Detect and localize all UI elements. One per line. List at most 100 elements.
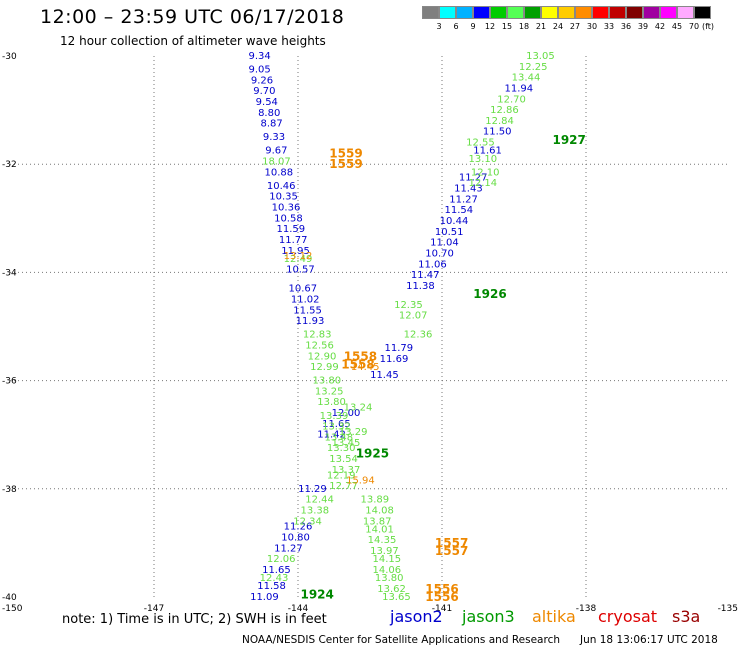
swh-label-altika: 14.45 bbox=[351, 362, 380, 373]
color-swatch bbox=[643, 6, 660, 19]
swh-label-jason2: 8.80 bbox=[258, 108, 280, 119]
color-swatch bbox=[558, 6, 575, 19]
y-tick-label: -36 bbox=[2, 377, 17, 387]
color-swatch bbox=[660, 6, 677, 19]
color-swatch bbox=[422, 6, 439, 19]
pass-label: 1558 bbox=[341, 357, 374, 371]
pass-label: 1559 bbox=[329, 157, 362, 171]
swh-label-jason3: 12.84 bbox=[485, 116, 514, 127]
x-tick-label: -135 bbox=[718, 604, 738, 614]
color-swatch bbox=[626, 6, 643, 19]
pass-label: 1556 bbox=[425, 582, 458, 596]
swh-label-jason3: 12.14 bbox=[468, 178, 497, 189]
color-scale-label: 27 bbox=[569, 22, 581, 31]
swh-label-jason3: 13.32 bbox=[322, 422, 351, 433]
swh-label-jason2: 11.95 bbox=[281, 246, 310, 257]
swh-label-jason2: 11.29 bbox=[298, 484, 327, 495]
color-swatch bbox=[694, 6, 711, 19]
swh-label-jason2: 11.58 bbox=[257, 581, 286, 592]
swh-label-jason2: 9.67 bbox=[265, 146, 287, 157]
swh-label-jason2: 11.02 bbox=[291, 294, 320, 305]
swh-label-jason2: 11.79 bbox=[384, 343, 413, 354]
legend-altika: altika bbox=[532, 607, 576, 626]
x-tick-label: -147 bbox=[144, 604, 164, 614]
swh-label-jason3: 14.01 bbox=[365, 524, 394, 535]
chart-subtitle: 12 hour collection of altimeter wave hei… bbox=[60, 34, 326, 48]
y-tick-label: -34 bbox=[2, 268, 17, 278]
pass-label: 1926 bbox=[473, 287, 506, 301]
swh-label-jason2: 10.35 bbox=[269, 192, 298, 203]
swh-label-jason2: 10.57 bbox=[286, 265, 315, 276]
pass-label: 1556 bbox=[425, 590, 458, 604]
swh-label-jason3: 12.56 bbox=[305, 340, 334, 351]
swh-label-jason2: 9.34 bbox=[248, 51, 270, 62]
color-swatch bbox=[456, 6, 473, 19]
y-tick-label: -30 bbox=[2, 52, 17, 62]
swh-label-jason2: 9.54 bbox=[256, 97, 278, 108]
swh-label-jason2: 11.27 bbox=[274, 543, 303, 554]
color-swatch bbox=[592, 6, 609, 19]
swh-label-jason2: 11.09 bbox=[250, 592, 279, 603]
swh-label-jason3: 13.97 bbox=[370, 546, 399, 557]
swh-label-altika: 13.12 bbox=[284, 251, 313, 262]
swh-label-jason2: 11.93 bbox=[296, 316, 325, 327]
swh-label-jason2: 9.33 bbox=[263, 132, 285, 143]
color-swatch bbox=[541, 6, 558, 19]
x-tick-label: -150 bbox=[2, 604, 23, 614]
legend-jason3: jason3 bbox=[462, 607, 515, 626]
swh-label-jason2: 11.47 bbox=[411, 270, 440, 281]
x-tick-label: -144 bbox=[288, 604, 309, 614]
swh-label-jason3: 12.19 bbox=[327, 470, 356, 481]
color-scale-label: 45 bbox=[671, 22, 683, 31]
swh-label-jason3: 13.65 bbox=[382, 592, 411, 603]
swh-label-jason3: 13.30 bbox=[327, 443, 356, 454]
color-swatch bbox=[439, 6, 456, 19]
color-scale-label: 3 bbox=[436, 22, 442, 31]
swh-label-jason2: 10.88 bbox=[264, 167, 293, 178]
swh-label-jason2: 12.00 bbox=[332, 408, 361, 419]
color-swatch bbox=[575, 6, 592, 19]
color-swatch bbox=[473, 6, 490, 19]
color-scale-label: 12 bbox=[484, 22, 496, 31]
swh-label-jason2: 10.36 bbox=[272, 202, 301, 213]
swh-label-jason2: 8.87 bbox=[260, 119, 282, 130]
swh-label-jason2: 10.70 bbox=[425, 248, 454, 259]
pass-label: 1557 bbox=[435, 544, 468, 558]
swh-label-jason2: 11.26 bbox=[284, 522, 313, 533]
swh-label-jason3: 12.34 bbox=[293, 516, 322, 527]
y-tick-label: -38 bbox=[2, 485, 17, 495]
pass-label: 1559 bbox=[329, 146, 362, 160]
color-swatch bbox=[677, 6, 694, 19]
generated-timestamp: Jun 18 13:06:17 UTC 2018 bbox=[580, 634, 718, 646]
footer-note: note: 1) Time is in UTC; 2) SWH is in fe… bbox=[62, 612, 327, 627]
swh-label-jason3: 13.10 bbox=[468, 154, 497, 165]
swh-label-jason3: 13.39 bbox=[320, 411, 349, 422]
swh-label-jason3: 13.25 bbox=[315, 386, 344, 397]
pass-label: 1925 bbox=[356, 447, 389, 461]
swh-label-jason3: 14.15 bbox=[372, 554, 401, 565]
swh-label-jason3: 12.07 bbox=[399, 311, 428, 322]
swh-label-jason2: 11.54 bbox=[444, 205, 473, 216]
swh-label-jason2: 10.44 bbox=[440, 216, 469, 227]
pass-label: 1557 bbox=[435, 536, 468, 550]
swh-label-jason3: 12.49 bbox=[284, 254, 313, 265]
color-scale-label: 42 bbox=[654, 22, 666, 31]
legend-jason2: jason2 bbox=[390, 607, 443, 626]
swh-label-jason2: 9.70 bbox=[253, 86, 275, 97]
swh-label-jason2: 11.06 bbox=[418, 259, 447, 270]
swh-label-jason3: 13.44 bbox=[512, 73, 541, 84]
swh-label-jason3: 12.86 bbox=[490, 105, 519, 116]
swh-label-jason3: 13.89 bbox=[360, 495, 389, 506]
pass-label: 1558 bbox=[344, 349, 377, 363]
swh-label-jason3: 12.83 bbox=[303, 330, 332, 341]
swh-label-jason2: 11.55 bbox=[293, 305, 322, 316]
swh-label-jason3: 14.06 bbox=[372, 565, 401, 576]
legend-cryosat: cryosat bbox=[598, 607, 658, 626]
swh-label-jason3: 13.29 bbox=[339, 427, 368, 438]
swh-label-jason2: 11.27 bbox=[459, 173, 488, 184]
swh-label-jason2: 11.42 bbox=[317, 430, 346, 441]
swh-label-jason3: 12.10 bbox=[471, 167, 500, 178]
y-tick-label: -40 bbox=[2, 593, 17, 603]
swh-label-jason3: 14.08 bbox=[365, 505, 394, 516]
swh-label-jason2: 11.43 bbox=[454, 184, 483, 195]
